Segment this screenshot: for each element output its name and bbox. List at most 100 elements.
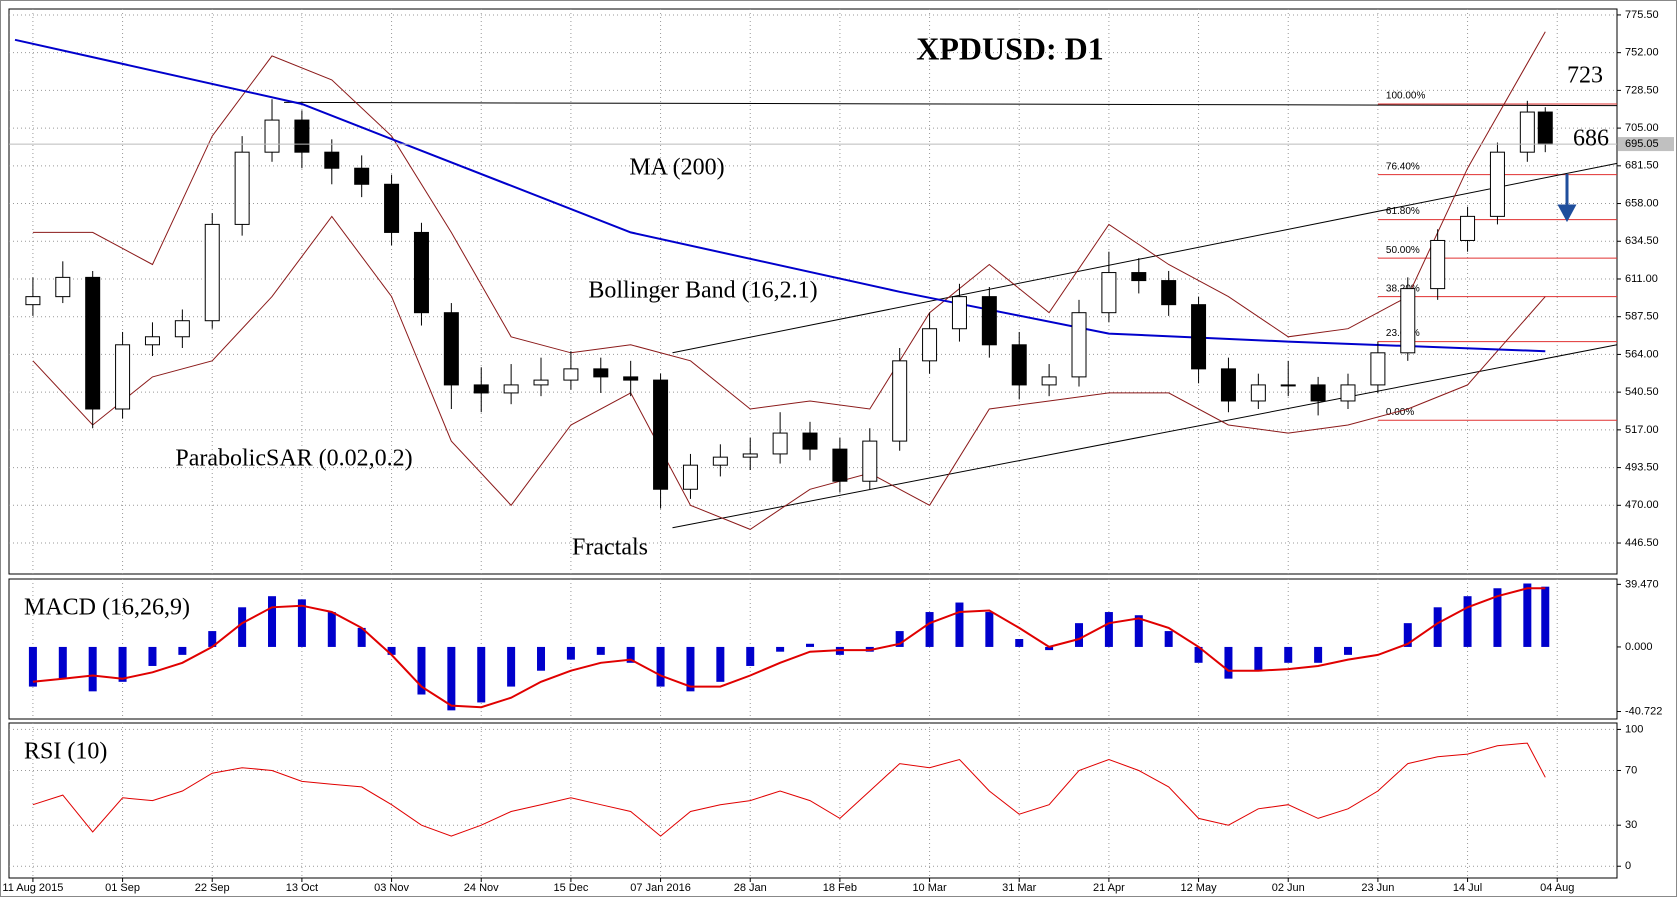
- annotation: Fractals: [572, 535, 648, 561]
- x-tick-label: 12 May: [1181, 882, 1218, 894]
- candle-body: [1400, 288, 1416, 354]
- candle-body: [593, 368, 609, 378]
- y-tick-label: 470.00: [1625, 499, 1659, 511]
- bollinger-label: Bollinger Band (16,2.1): [588, 278, 817, 304]
- candle-body: [234, 151, 250, 225]
- macd-bar: [417, 646, 426, 695]
- candle-body: [1340, 384, 1356, 402]
- candle-body: [55, 276, 71, 298]
- y-tick-label: 100: [1625, 723, 1643, 735]
- fib-label: 76.40%: [1386, 161, 1420, 172]
- macd-bar: [1344, 646, 1353, 655]
- candle-body: [563, 368, 579, 381]
- macd-bar: [447, 646, 456, 711]
- macd-bar: [1015, 639, 1024, 647]
- y-tick-label: 705.00: [1625, 122, 1659, 134]
- macd-bar: [1164, 631, 1173, 647]
- candle-body: [204, 223, 220, 322]
- x-tick-label: 14 Jul: [1453, 882, 1482, 894]
- candle-body: [25, 296, 41, 306]
- candle-body: [115, 344, 131, 410]
- x-tick-label: 21 Apr: [1093, 882, 1125, 894]
- x-tick-label: 02 Jun: [1272, 882, 1305, 894]
- candle-body: [1430, 239, 1446, 290]
- candle-body: [354, 167, 370, 185]
- chart-title: XPDUSD: D1: [916, 30, 1104, 66]
- candle-body: [294, 119, 310, 153]
- macd-bar: [1224, 646, 1233, 679]
- x-tick-label: 07 Jan 2016: [630, 882, 691, 894]
- candle-body: [443, 312, 459, 386]
- macd-signal: [32, 587, 1546, 709]
- y-tick-label: 775.50: [1625, 9, 1659, 21]
- macd-bar: [88, 646, 97, 692]
- candle-body: [1460, 215, 1476, 241]
- macd-bar: [1403, 623, 1412, 647]
- candle-body: [653, 379, 669, 490]
- macd-bar: [148, 646, 157, 666]
- x-tick-label: 28 Jan: [734, 882, 767, 894]
- x-tick-label: 03 Nov: [374, 882, 409, 894]
- y-tick-label: -40.722: [1625, 705, 1662, 717]
- candle-body: [981, 296, 997, 346]
- down-arrow: [1557, 174, 1577, 223]
- candle-body: [264, 119, 280, 153]
- macd-bar: [1104, 612, 1113, 647]
- macd-bar: [656, 646, 665, 687]
- y-tick-label: 681.50: [1625, 160, 1659, 172]
- macd-bar: [1134, 615, 1143, 647]
- macd-bar: [1523, 583, 1532, 647]
- candle-body: [832, 448, 848, 482]
- candle-body: [1489, 151, 1505, 217]
- candle-body: [623, 376, 639, 381]
- candle-body: [533, 379, 549, 386]
- candle-body: [922, 328, 938, 362]
- macd-bar: [238, 607, 247, 647]
- candle-body: [712, 456, 728, 466]
- y-tick-label: 564.00: [1625, 348, 1659, 360]
- y-tick-label: 39.470: [1625, 578, 1659, 590]
- macd-bar: [776, 646, 785, 652]
- fib-label: 61.80%: [1386, 206, 1420, 217]
- candle-body: [1519, 111, 1535, 153]
- macd-bar: [925, 612, 934, 647]
- candle-body: [1370, 352, 1386, 386]
- trend-line: [672, 344, 1618, 529]
- y-tick-label: 493.50: [1625, 461, 1659, 473]
- candle-body: [1071, 312, 1087, 378]
- x-tick-label: 10 Mar: [912, 882, 947, 894]
- fib-label: 0.00%: [1386, 407, 1414, 418]
- candle-body: [802, 432, 818, 450]
- candle-body: [1220, 368, 1236, 402]
- y-tick-label: 0: [1625, 860, 1631, 872]
- y-tick-label: 587.50: [1625, 311, 1659, 323]
- y-tick-label: 517.00: [1625, 424, 1659, 436]
- y-tick-label: 658.00: [1625, 197, 1659, 209]
- macd-bar: [806, 643, 815, 647]
- x-tick-label: 11 Aug 2015: [2, 882, 63, 894]
- annotation: 686: [1573, 126, 1609, 152]
- x-tick-label: 23 Jun: [1361, 882, 1394, 894]
- bollinger-upper: [32, 31, 1546, 410]
- macd-bar: [895, 631, 904, 647]
- x-tick-label: 18 Feb: [823, 882, 857, 894]
- macd-bar: [1045, 646, 1054, 651]
- y-tick-label: 611.00: [1625, 273, 1658, 285]
- candle-body: [384, 183, 400, 233]
- macd-bar: [208, 631, 217, 647]
- macd-bar: [477, 646, 486, 703]
- macd-bar: [985, 612, 994, 647]
- macd-bar: [746, 646, 755, 666]
- macd-bar: [1463, 596, 1472, 647]
- macd-bar: [507, 646, 516, 687]
- candle-body: [892, 360, 908, 442]
- macd-bar: [955, 602, 964, 647]
- macd-bar: [537, 646, 546, 671]
- macd-bar: [1194, 646, 1203, 663]
- x-tick-label: 13 Oct: [286, 882, 318, 894]
- macd-bar: [716, 646, 725, 682]
- macd-bar: [626, 646, 635, 663]
- candle-body: [324, 151, 340, 169]
- candle-body: [1310, 384, 1326, 402]
